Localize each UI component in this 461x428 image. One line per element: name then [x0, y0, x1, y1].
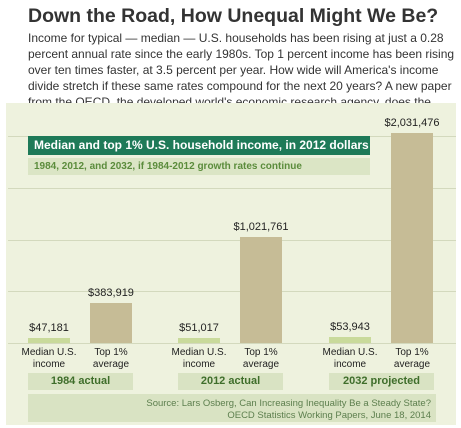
- chart-title: Median and top 1% U.S. household income,…: [28, 136, 370, 155]
- source-box: [28, 394, 436, 422]
- bar: [178, 337, 220, 343]
- bar: [28, 338, 70, 343]
- chart-panel: [6, 103, 456, 425]
- bar-label: Median U.S. income: [171, 347, 227, 370]
- grid-line: [8, 187, 456, 189]
- value-label: $2,031,476: [384, 116, 440, 129]
- bar: [391, 132, 433, 343]
- value-label: $51,017: [179, 321, 219, 334]
- group-label: 2012 actual: [178, 373, 283, 390]
- bar-label: Top 1% average: [92, 347, 130, 370]
- value-label: $1,021,761: [233, 221, 289, 234]
- grid-line: [8, 239, 456, 241]
- bar: [240, 237, 282, 343]
- value-label: $47,181: [29, 322, 69, 335]
- group-label: 2032 projected: [329, 373, 434, 390]
- bar-label: Top 1% average: [242, 347, 280, 370]
- source: Source: Lars Osberg, Can Increasing Ineq…: [146, 398, 431, 409]
- value-label: $53,943: [330, 321, 370, 334]
- chart-subtitle: 1984, 2012, and 2032, if 1984-2012 growt…: [28, 158, 370, 175]
- grid-line: [8, 291, 456, 293]
- bar-label: Top 1% average: [393, 347, 431, 370]
- bar: [329, 337, 371, 343]
- bar-label: Median U.S. income: [21, 347, 77, 370]
- title: Down the Road, How Unequal Might We Be?: [28, 5, 439, 27]
- group-label: 1984 actual: [28, 373, 133, 390]
- source: OECD Statistics Working Papers, June 18,…: [227, 410, 431, 421]
- bar-label: Median U.S. income: [322, 347, 378, 370]
- value-label: $383,919: [88, 287, 134, 300]
- bar: [90, 303, 132, 343]
- grid-line: [8, 343, 456, 344]
